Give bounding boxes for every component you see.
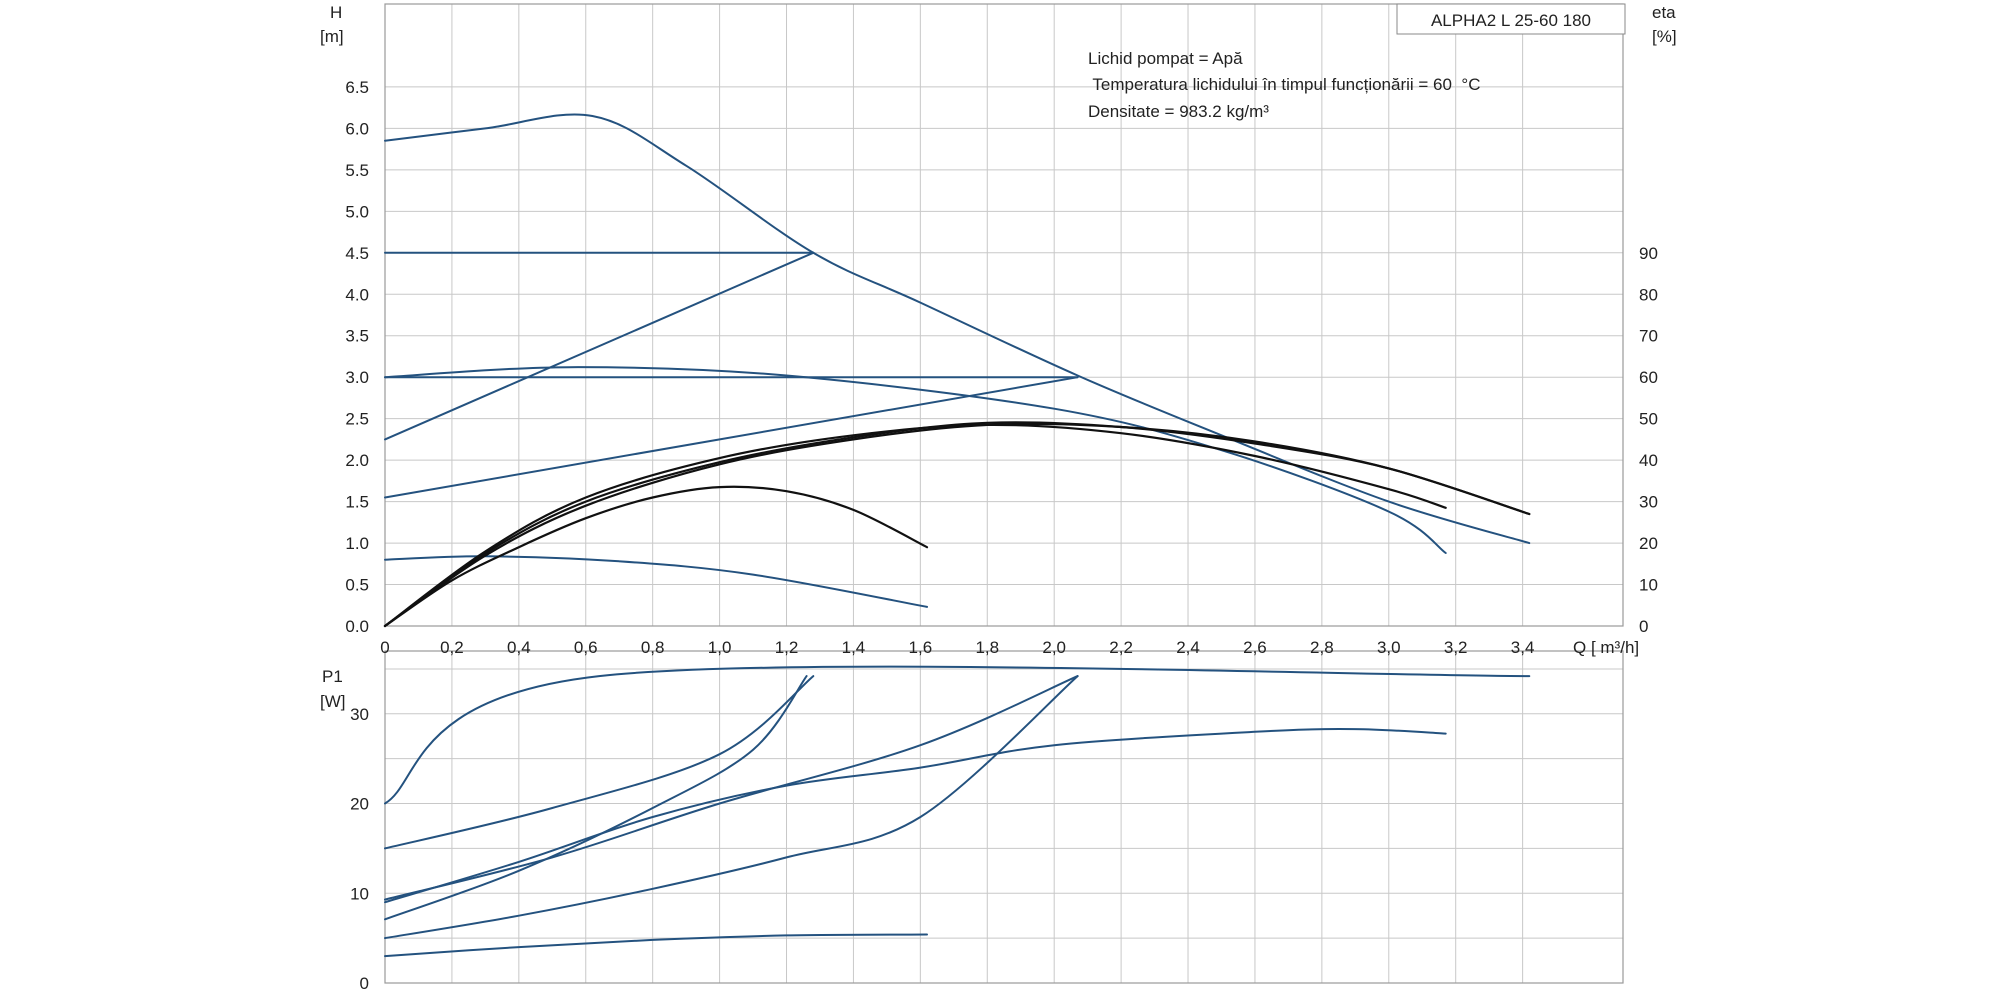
eta-tick-label-7: 70 — [1639, 327, 1658, 346]
x-tick-label-9: 1,8 — [975, 638, 999, 657]
p-tick-label-0: 0 — [360, 974, 369, 993]
eta-tick-label-4: 40 — [1639, 451, 1658, 470]
h-tick-label-6: 3.0 — [345, 368, 369, 387]
power-plot-frame — [384, 650, 1624, 984]
eta-curve-8 — [383, 422, 1531, 628]
h-tick-label-11: 5.5 — [345, 161, 369, 180]
head-curve-5 — [384, 366, 1447, 554]
power-curve-0 — [384, 665, 1531, 805]
annotation-density: Densitate = 983.2 kg/m³ — [1088, 102, 1269, 121]
eta-tick-label-0: 0 — [1639, 617, 1648, 636]
p-tick-label-1: 10 — [350, 884, 369, 903]
h-tick-label-10: 5.0 — [345, 202, 369, 221]
h-tick-label-1: 0.5 — [345, 576, 369, 595]
power-axis-label: P1 — [322, 667, 343, 686]
grid — [384, 4, 1623, 983]
h-tick-label-12: 6.0 — [345, 119, 369, 138]
eta-axis-unit: [%] — [1652, 27, 1677, 46]
h-tick-label-0: 0.0 — [345, 617, 369, 636]
head-curve-0 — [384, 113, 1531, 545]
h-tick-label-5: 2.5 — [345, 410, 369, 429]
head-plot-frame — [384, 3, 1624, 627]
eta-curve-7 — [383, 485, 929, 628]
x-tick-label-15: 3,0 — [1377, 638, 1401, 657]
power-curve-5 — [384, 675, 1079, 940]
x-tick-label-0: 0 — [380, 638, 389, 657]
q-axis-label: Q [ m³/h] — [1573, 638, 1639, 657]
power-curve-1 — [384, 675, 815, 850]
x-tick-label-16: 3,2 — [1444, 638, 1468, 657]
eta-tick-label-2: 20 — [1639, 534, 1658, 553]
h-tick-label-9: 4.5 — [345, 244, 369, 263]
plot-frames — [384, 3, 1624, 984]
x-tick-label-4: 0,8 — [641, 638, 665, 657]
x-tick-label-11: 2,2 — [1109, 638, 1133, 657]
head-curve-6 — [384, 555, 928, 608]
eta-tick-label-1: 10 — [1639, 576, 1658, 595]
title-box — [1396, 3, 1626, 35]
tick-labels: 0 0,2 0,4 0,6 0,8 1,0 1,2 1,4 1,6 1,8 2,0 2,2 2,4 2,6… — [345, 78, 1658, 993]
power-curve-2 — [384, 675, 1079, 901]
head-axis-unit: [m] — [320, 27, 344, 46]
h-tick-label-8: 4.0 — [345, 285, 369, 304]
annotation-liquid: Lichid pompat = Apă — [1088, 49, 1243, 68]
power-curve-3 — [384, 675, 808, 921]
head-curve-4 — [384, 376, 1079, 499]
h-tick-label-3: 1.5 — [345, 493, 369, 512]
eta-axis-label: eta — [1652, 3, 1676, 22]
eta-tick-label-3: 30 — [1639, 493, 1658, 512]
x-tick-label-10: 2,0 — [1042, 638, 1066, 657]
p-tick-label-3: 30 — [350, 705, 369, 724]
x-tick-label-12: 2,4 — [1176, 638, 1200, 657]
x-tick-label-3: 0,6 — [574, 638, 598, 657]
eta-tick-label-5: 50 — [1639, 410, 1658, 429]
x-tick-label-8: 1,6 — [909, 638, 933, 657]
x-tick-label-7: 1,4 — [842, 638, 866, 657]
head-axis-label: H — [330, 3, 342, 22]
eta-curve-9 — [383, 421, 1531, 628]
eta-curve-10 — [383, 423, 1447, 628]
h-tick-label-7: 3.5 — [345, 327, 369, 346]
x-tick-label-6: 1,2 — [775, 638, 799, 657]
eta-tick-label-8: 80 — [1639, 285, 1658, 304]
head-curve-2 — [384, 251, 815, 441]
eta-tick-label-6: 60 — [1639, 368, 1658, 387]
x-tick-label-1: 0,2 — [440, 638, 464, 657]
x-tick-label-13: 2,6 — [1243, 638, 1267, 657]
eta-tick-label-9: 90 — [1639, 244, 1658, 263]
power-curve-6 — [384, 933, 928, 958]
power-curve-4 — [384, 728, 1447, 904]
p-tick-label-2: 20 — [350, 795, 369, 814]
power-axis-unit: [W] — [320, 692, 346, 711]
annotation-temperature: Temperatura lichidului în timpul funcțio… — [1088, 75, 1481, 94]
curves — [383, 113, 1531, 958]
x-tick-label-17: 3,4 — [1511, 638, 1535, 657]
chart-title: ALPHA2 L 25-60 180 — [1431, 11, 1591, 30]
x-tick-label-2: 0,4 — [507, 638, 531, 657]
x-tick-label-5: 1,0 — [708, 638, 732, 657]
h-tick-label-4: 2.0 — [345, 451, 369, 470]
h-tick-label-13: 6.5 — [345, 78, 369, 97]
x-tick-label-14: 2,8 — [1310, 638, 1334, 657]
h-tick-label-2: 1.0 — [345, 534, 369, 553]
